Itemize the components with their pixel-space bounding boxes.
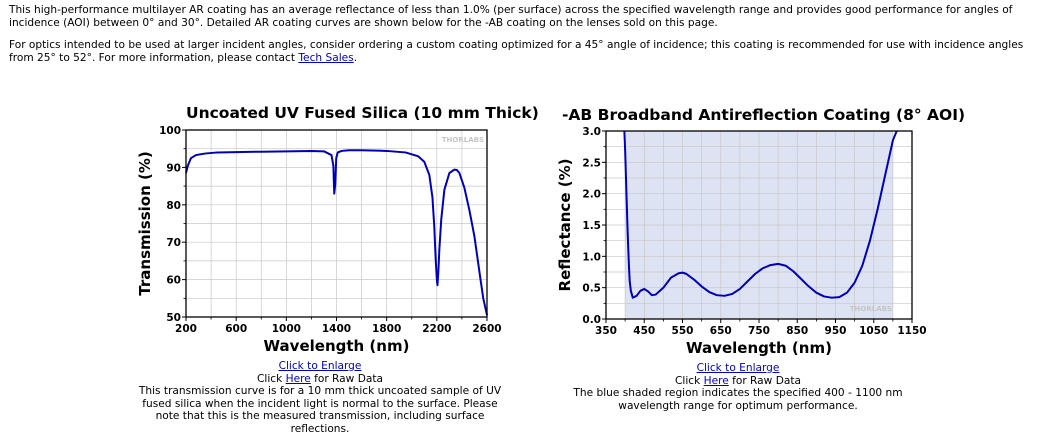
y-tick-label: 80: [166, 200, 181, 212]
x-tick-label: 1800: [372, 323, 401, 335]
left-enlarge-link[interactable]: Click to Enlarge: [278, 360, 362, 372]
x-tick-label: 1150: [897, 325, 926, 337]
intro-paragraph-2-text: For optics intended to be used at larger…: [9, 38, 1024, 65]
x-axis-label: Wavelength (nm): [264, 337, 410, 355]
x-tick-label: 350: [595, 325, 617, 337]
y-tick-label: 1.0: [582, 251, 601, 263]
x-tick-label: 2200: [422, 323, 451, 335]
x-axis-label: Wavelength (nm): [686, 339, 832, 357]
x-tick-label: 850: [786, 325, 808, 337]
intro-text: This high-performance multilayer AR coat…: [9, 4, 1049, 74]
thorlabs-watermark: THORLABS: [850, 305, 892, 313]
right-caption: Click to Enlarge Click Here for Raw Data…: [548, 362, 928, 412]
left-caption: Click to Enlarge Click Here for Raw Data…: [130, 360, 510, 436]
y-tick-label: 1.5: [582, 220, 601, 232]
left-chart-title: Uncoated UV Fused Silica (10 mm Thick): [186, 104, 539, 122]
x-tick-label: 950: [825, 325, 847, 337]
y-tick-label: 70: [166, 237, 181, 249]
left-chart[interactable]: THORLABS 200 600 1000 1400 1800 2200 2600 50 60 70…: [120, 120, 530, 362]
y-axis-label: Reflectance (%): [556, 159, 574, 292]
y-tick-label: 0.5: [582, 283, 601, 295]
left-raw-data-link[interactable]: Here: [285, 372, 311, 385]
right-raw-prefix: Click: [675, 374, 704, 387]
x-tick-label: 1400: [322, 323, 351, 335]
x-tick-label: 2600: [472, 323, 501, 335]
intro-paragraph-2: For optics intended to be used at larger…: [9, 39, 1049, 66]
right-raw-suffix: for Raw Data: [728, 374, 801, 387]
y-axis-label: Transmission (%): [136, 151, 154, 295]
left-raw-suffix: for Raw Data: [310, 372, 383, 385]
y-tick-label: 2.5: [582, 157, 601, 169]
x-tick-label: 750: [748, 325, 770, 337]
right-chart[interactable]: THORLABS 350 450 550 650 750 850 950 1050 1150 0.0…: [540, 122, 940, 364]
left-raw-prefix: Click: [257, 372, 286, 385]
y-tick-label: 60: [166, 275, 181, 287]
y-tick-label: 100: [159, 125, 181, 137]
right-caption-text: The blue shaded region indicates the spe…: [573, 387, 903, 412]
left-raw-data-line: Click Here for Raw Data: [130, 373, 510, 386]
right-chart-title: -AB Broadband Antireflection Coating (8°…: [562, 106, 966, 124]
data-series-line: [623, 130, 898, 299]
x-tick-label: 550: [672, 325, 694, 337]
right-raw-data-line: Click Here for Raw Data: [548, 375, 928, 388]
data-series-line: [185, 149, 488, 316]
x-tick-label: 200: [175, 323, 197, 335]
y-tick-label: 3.0: [582, 126, 601, 138]
x-tick-label: 1050: [859, 325, 888, 337]
y-tick-label: 50: [166, 312, 181, 324]
y-tick-label: 0.0: [582, 314, 601, 326]
y-tick-label: 90: [166, 162, 181, 174]
y-tick-label: 2.0: [582, 189, 601, 201]
x-tick-label: 650: [710, 325, 732, 337]
x-tick-label: 600: [225, 323, 247, 335]
tech-sales-link[interactable]: Tech Sales: [298, 52, 354, 65]
right-enlarge-link[interactable]: Click to Enlarge: [696, 362, 780, 374]
x-tick-label: 1000: [272, 323, 301, 335]
right-raw-data-link[interactable]: Here: [703, 374, 729, 387]
thorlabs-watermark: THORLABS: [442, 136, 484, 144]
left-caption-text: This transmission curve is for a 10 mm t…: [138, 385, 502, 435]
x-tick-label: 450: [633, 325, 655, 337]
intro-paragraph-2-end: .: [353, 52, 358, 65]
intro-paragraph-1: This high-performance multilayer AR coat…: [9, 4, 1013, 30]
